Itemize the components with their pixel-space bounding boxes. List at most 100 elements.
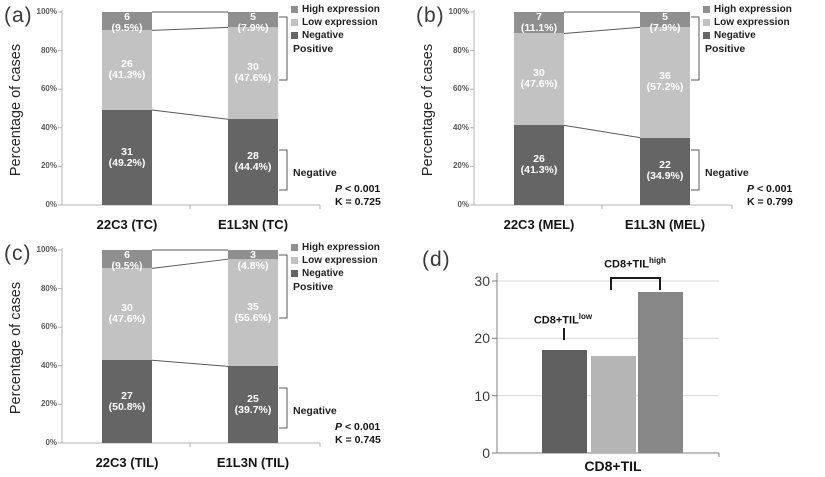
segment-percent: (57.2%) xyxy=(646,81,684,94)
stacked-bar: 22 (34.9%) 36 (57.2%) 5 (7.9%) xyxy=(640,12,690,205)
segment-count: 30 xyxy=(533,67,545,80)
bar-segment-high-expression: 6 (9.5%) xyxy=(102,250,152,272)
segment-percent: (47.6%) xyxy=(234,72,272,85)
y-tick-label: 80% xyxy=(40,283,57,293)
bar-segment-high-expression: 5 (7.9%) xyxy=(640,12,690,34)
panel-c: (c) Percentage of cases 0% 20% 40% 60% 80% 100%… xyxy=(0,238,412,477)
segment-count: 5 xyxy=(250,11,256,24)
y-axis-title: Percentage of cases xyxy=(8,43,24,177)
panel-label: (d) xyxy=(422,248,451,271)
segment-label: 30 (47.6%) xyxy=(228,62,278,84)
y-tick-label: 100% xyxy=(36,245,57,254)
p-value: < 0.001 xyxy=(344,183,381,195)
segment-label: 35 (55.6%) xyxy=(228,301,278,324)
y-tick-label: 40% xyxy=(40,122,57,132)
legend-swatch-negative xyxy=(703,32,710,39)
y-tick-label: 60% xyxy=(40,84,57,94)
legend-swatch-low-expression xyxy=(703,19,710,26)
legend-label: Negative xyxy=(302,30,344,41)
segment-percent: (4.8%) xyxy=(237,260,269,273)
segment-percent: (50.8%) xyxy=(108,400,146,413)
annotation-cd8-til-low: CD8+TILlow xyxy=(503,312,623,327)
bar-segment-high-expression: 7 (11.1%) xyxy=(514,11,564,34)
panel-1-lines xyxy=(470,10,733,209)
segment-count: 22 xyxy=(659,159,671,172)
bar-segment-low-expression: 26 (41.3%) xyxy=(102,30,152,111)
kappa-line: K = 0.725 xyxy=(335,196,381,209)
y-tick-label: 0% xyxy=(457,200,469,209)
legend-swatch-low-expression xyxy=(291,19,298,26)
bar-segment-low-expression: 30 (47.6%) xyxy=(228,27,278,120)
y-tick-label: 20% xyxy=(40,161,57,171)
y-tick-label: 10 xyxy=(474,387,490,404)
kappa-line: K = 0.745 xyxy=(335,434,381,447)
stats-block: P < 0.001 K = 0.745 xyxy=(335,421,381,447)
legend-label: High expression xyxy=(302,4,380,15)
negative-bracket xyxy=(279,149,288,191)
p-label: P xyxy=(335,421,343,433)
y-tick-label: 20% xyxy=(452,161,469,171)
connector-line-negative-boundary xyxy=(151,109,229,120)
y-tick-label: 40% xyxy=(452,122,469,132)
positive-bracket-label: Positive xyxy=(293,43,334,55)
segment-label: 5 (7.9%) xyxy=(228,12,278,34)
segment-label: 26 (41.3%) xyxy=(102,59,152,81)
p-label: P xyxy=(335,183,343,195)
segment-percent: (47.6%) xyxy=(520,78,558,91)
bar-segment-negative: 26 (41.3%) xyxy=(514,125,564,205)
segment-count: 26 xyxy=(533,153,545,166)
segment-label: 36 (57.2%) xyxy=(640,71,690,93)
positive-bracket xyxy=(691,16,700,81)
segment-label: 30 (47.6%) xyxy=(102,303,152,325)
legend-swatch-high-expression xyxy=(291,244,298,251)
segment-count: 30 xyxy=(247,61,259,74)
segment-count: 7 xyxy=(536,11,542,24)
bar-cd8-til-2 xyxy=(591,355,636,453)
legend-label: Low expression xyxy=(714,17,790,28)
kappa-value: = 0.745 xyxy=(345,434,381,446)
segment-label: 31 (49.2%) xyxy=(102,146,152,169)
x-category-label: E1L3N (MEL) xyxy=(624,217,706,232)
p-value-line: P < 0.001 xyxy=(335,183,381,196)
segment-label: 25 (39.7%) xyxy=(228,393,278,416)
legend-swatch-high-expression xyxy=(703,6,710,13)
negative-bracket-label: Negative xyxy=(293,167,337,179)
segment-count: 6 xyxy=(124,11,130,24)
legend-label: Low expression xyxy=(302,255,378,266)
negative-bracket-label: Negative xyxy=(705,167,749,179)
stats-block: P < 0.001 K = 0.725 xyxy=(335,183,381,209)
connector-line-positive-boundary xyxy=(151,26,229,31)
x-category-label: E1L3N (TC) xyxy=(217,217,289,232)
y-tick-label: 0 xyxy=(482,445,490,461)
kappa-label: K xyxy=(335,434,343,446)
legend-label: Negative xyxy=(302,268,344,279)
y-tick-label: 80% xyxy=(452,45,469,55)
y-tick-label: 60% xyxy=(452,84,469,94)
p-value: < 0.001 xyxy=(756,183,793,195)
p-value-line: P < 0.001 xyxy=(747,183,793,196)
segment-percent: (41.3%) xyxy=(108,69,146,82)
segment-percent: (41.3%) xyxy=(520,164,558,177)
segment-percent: (9.5%) xyxy=(111,260,143,273)
bar-segment-low-expression: 35 (55.6%) xyxy=(228,259,278,367)
panel-label: (a) xyxy=(4,4,33,27)
segment-count: 26 xyxy=(121,58,133,71)
high-annotation-bracket xyxy=(610,277,661,290)
bar-segment-high-expression: 6 (9.5%) xyxy=(102,12,152,34)
segment-percent: (7.9%) xyxy=(237,22,269,35)
stacked-bar: 28 (44.4%) 30 (47.6%) 5 (7.9%) xyxy=(228,12,278,205)
stacked-bar: 25 (39.7%) 35 (55.6%) 3 (4.8%) xyxy=(228,250,278,443)
kappa-line: K = 0.799 xyxy=(747,196,793,209)
connector-line-positive-boundary xyxy=(151,258,229,269)
bar-segment-negative: 27 (50.8%) xyxy=(102,360,152,443)
annotation-base: CD8+TIL xyxy=(604,258,650,271)
segment-label: 6 (9.5%) xyxy=(102,12,152,34)
segment-percent: (9.5%) xyxy=(111,22,143,35)
annotation-cd8-til-high: CD8+TILhigh xyxy=(575,256,695,271)
segment-percent: (34.9%) xyxy=(646,170,684,183)
stacked-bar: 26 (41.3%) 30 (47.6%) 7 (11.1%) xyxy=(514,12,564,205)
segment-label: 26 (41.3%) xyxy=(514,154,564,176)
segment-label: 3 (4.8%) xyxy=(228,250,278,272)
legend-label: High expression xyxy=(302,242,380,253)
segment-percent: (55.6%) xyxy=(234,311,272,324)
